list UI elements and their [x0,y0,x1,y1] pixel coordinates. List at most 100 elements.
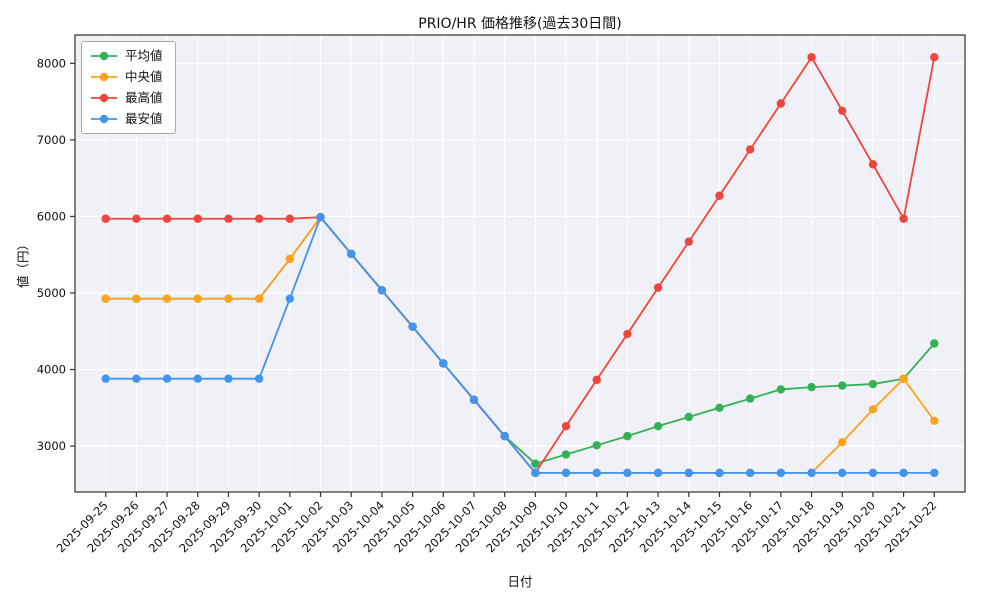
series-mean-marker [623,431,632,441]
series-median-marker [254,294,264,303]
series-mean-marker [684,412,693,422]
series-max-marker [285,214,295,223]
y-tick-label: 5000 [37,286,66,300]
legend-dot-mean [99,51,109,61]
series-median-marker [838,438,847,447]
legend-item-mean: 平均値 [89,47,163,65]
series-min-marker [899,468,908,478]
series-mean-marker [745,394,755,403]
legend-marker-median [91,72,117,82]
legend-marker-max [91,93,117,103]
series-min-marker [776,468,786,478]
series-min-marker [653,468,663,478]
series-max-marker [868,160,878,169]
series-min-marker [377,286,387,295]
series-median-marker [162,294,172,303]
series-max-marker [162,214,172,223]
series-mean-marker [838,381,847,390]
series-min-marker [623,468,632,478]
series-median-marker [899,374,908,383]
series-min-marker [101,374,110,383]
series-max-marker [101,214,110,223]
series-max-marker [776,99,786,108]
y-tick-label: 3000 [37,439,66,453]
y-tick-label: 4000 [37,363,66,377]
series-min-marker [254,374,264,383]
series-mean-marker [715,403,724,412]
series-max-marker [653,283,663,292]
series-median-marker [868,405,878,414]
series-min-marker [469,395,479,404]
chart-title: PRIO/HR 価格推移(過去30日間) [418,16,622,32]
series-max-marker [807,52,816,62]
series-min-marker [930,468,939,478]
series-min-marker [132,374,141,383]
series-max-marker [684,237,693,246]
series-max-marker [838,106,847,115]
series-min-marker [561,468,571,478]
x-axis-label: 日付 [507,574,533,589]
series-max-marker [193,214,202,223]
series-median-marker [285,254,295,264]
legend: 平均値中央値最高値最安値 [81,41,176,134]
legend-label-median: 中央値 [125,69,163,84]
series-min-marker [684,468,693,478]
legend-item-max: 最高値 [89,89,163,107]
series-max-marker [715,191,724,200]
legend-dot-median [99,72,109,82]
series-min-marker [347,249,356,259]
series-max-marker [561,421,571,431]
legend-item-min: 最安値 [89,110,163,128]
series-min-marker [745,468,755,478]
series-mean-marker [776,385,786,394]
series-mean-marker [807,382,816,392]
series-min-marker [162,374,172,383]
series-min-marker [224,374,233,383]
series-max-marker [745,145,755,154]
legend-label-mean: 平均値 [125,48,163,63]
legend-dot-max [99,93,109,103]
legend-dot-min [99,114,109,124]
series-min-marker [285,294,295,303]
series-max-marker [623,329,632,339]
series-min-line [104,216,936,474]
series-median-marker [101,294,110,303]
legend-item-median: 中央値 [89,68,163,86]
series-min-marker [868,468,878,478]
legend-label-max: 最高値 [125,90,163,105]
series-median-marker [930,416,939,426]
plot-background [75,35,965,492]
series-min-marker [193,374,202,383]
series-mean-marker [561,450,571,459]
series-max-marker [930,52,939,62]
series-min-marker [807,468,816,478]
legend-label-min: 最安値 [125,111,163,126]
legend-marker-mean [91,51,117,61]
series-max-marker [899,214,908,223]
series-mean-marker [868,379,878,389]
series-max-marker [254,214,264,223]
series-min-marker [439,359,448,368]
y-tick-label: 8000 [37,56,66,70]
series-mean-marker [531,459,540,468]
y-tick-label: 6000 [37,209,66,223]
series-mean-marker [592,441,601,450]
series-max-marker [224,214,233,223]
series-median-marker [193,294,202,303]
series-median-marker [224,294,233,303]
legend-marker-min [91,114,117,124]
series-mean-marker [930,339,939,348]
axes-border [74,34,966,493]
series-median-marker [132,294,141,303]
series-min-marker [500,431,509,441]
series-mean-marker [653,421,663,431]
series-min-marker [408,322,417,331]
series-min-marker [316,212,325,222]
series-min-marker [838,468,847,478]
y-tick-label: 7000 [37,133,66,147]
series-max-marker [592,375,601,385]
series-min-marker [592,468,601,478]
series-max-marker [132,214,141,223]
